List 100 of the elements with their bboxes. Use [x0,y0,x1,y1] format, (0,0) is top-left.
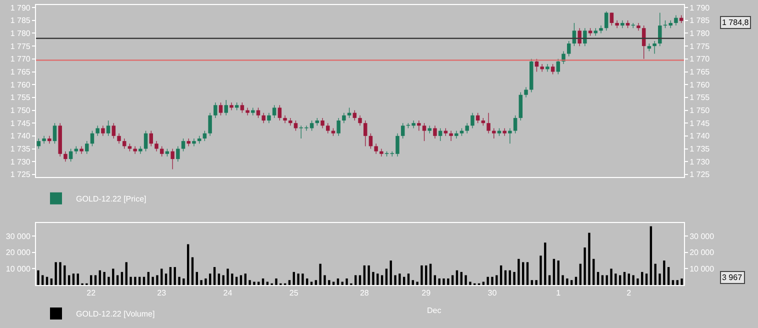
candlestick [508,128,512,144]
bar [226,268,229,285]
bar [456,270,458,285]
bar [302,274,304,285]
bar [178,276,180,285]
bar [672,280,674,285]
bar [37,270,40,285]
bar [650,226,652,285]
bar [482,282,485,285]
bar [314,280,318,285]
bar [253,282,256,285]
bar [588,232,590,285]
x-tick-label: 2 [626,288,632,298]
y2-tick-label: 1 780 [690,29,710,38]
y-tick-label: 1 755 [10,93,31,102]
bar [68,275,70,285]
bar [368,265,370,285]
bar [50,278,53,285]
bar [174,267,176,285]
x-tick-label: 23 [157,288,167,298]
bar [394,275,396,285]
bar [222,275,224,285]
bar [363,265,366,285]
y2-tick-label: 1 765 [690,68,710,77]
bar [341,282,344,285]
bar [562,275,564,285]
bar [108,276,110,285]
candlestick [449,130,453,142]
y-tick-label: 1 750 [10,106,31,116]
bar [420,265,423,285]
bar [434,275,436,285]
bar [240,275,242,285]
bar [125,262,128,285]
bar [319,264,322,285]
candlestick [80,146,84,154]
candlestick [138,146,142,154]
bar [412,280,414,285]
x-tick-label: 24 [223,288,233,298]
bar [606,275,608,285]
x-tick-label: 25 [289,288,299,298]
bar [540,256,542,285]
bar [390,260,392,285]
bar [258,282,260,285]
x-tick-label: 29 [422,288,432,298]
bar [72,274,75,285]
legend-label: GOLD-12.22 [Volume] [76,310,155,319]
candlestick [636,22,640,31]
bar [324,275,326,285]
bar [231,274,234,285]
bar [54,262,57,285]
bar [614,274,617,285]
bar [557,260,560,285]
bar [513,272,516,285]
bar [618,275,622,285]
bar [592,258,595,285]
bar [244,274,246,285]
bar [548,275,551,285]
bar [416,282,418,285]
bar [191,257,194,285]
bar [667,267,670,285]
bar [641,272,644,285]
y2-tick-label: 1 740 [690,132,710,141]
bar [486,276,489,285]
bar [169,267,172,285]
bar [186,244,190,285]
bar [464,275,467,285]
bar [645,274,648,285]
bar [164,274,168,285]
y2-tick-label: 1 760 [690,80,710,90]
y2-tick-label: 1 755 [690,93,710,102]
bar [346,278,348,285]
bar [460,272,462,285]
bar [429,264,432,285]
y2-tick-label: 1 735 [690,144,710,154]
bar [380,275,384,285]
candlestick [599,26,603,34]
text: Dec [427,306,442,315]
bar [328,280,330,285]
bar [552,258,556,285]
bar [496,275,498,285]
x-tick-label: 30 [488,288,498,298]
y-tick-label: 1 740 [10,132,31,141]
bar [160,268,163,285]
bar [204,278,207,285]
bar [112,268,114,285]
bar [130,276,132,285]
candlestick [42,136,46,144]
candlestick [652,40,656,54]
bar [213,267,216,285]
bar [147,272,150,285]
bar [156,275,158,285]
y2-tick-label: 1 725 [690,170,710,180]
bar [596,272,600,285]
y-tick-label: 1 745 [10,118,31,128]
bar [610,268,612,285]
candlestick [170,148,174,170]
bar [152,276,154,285]
bar [623,272,626,285]
candlestick [246,108,250,116]
bar [372,272,374,285]
